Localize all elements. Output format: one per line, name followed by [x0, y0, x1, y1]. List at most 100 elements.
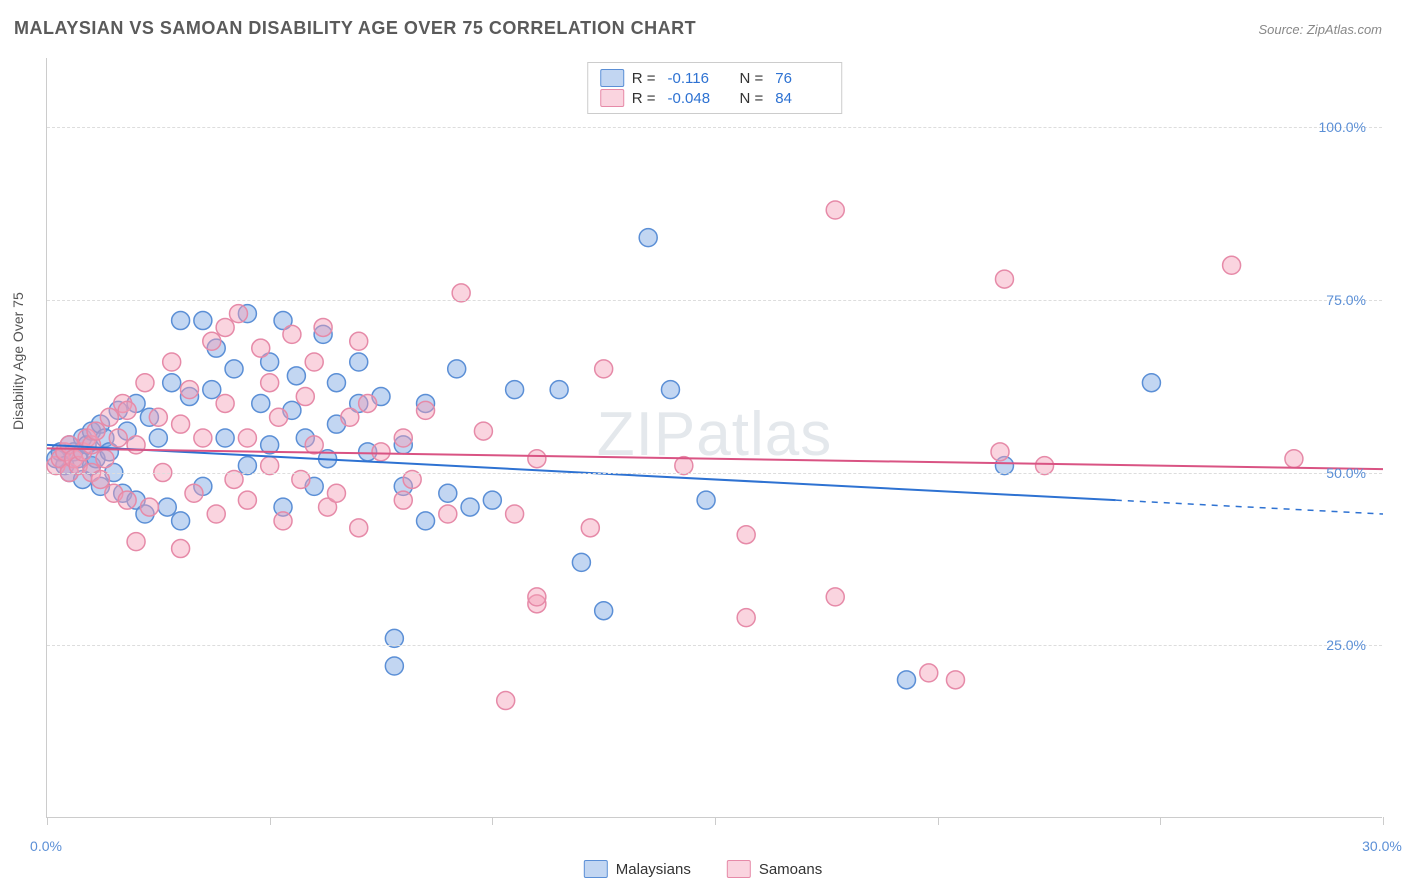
data-point-samoans	[96, 450, 114, 468]
data-point-malaysians	[158, 498, 176, 516]
data-point-samoans	[350, 519, 368, 537]
data-point-malaysians	[350, 353, 368, 371]
data-point-malaysians	[225, 360, 243, 378]
data-point-samoans	[946, 671, 964, 689]
grid-line	[47, 473, 1382, 474]
data-point-samoans	[100, 408, 118, 426]
bottom-legend-malaysians: Malaysians	[584, 860, 691, 878]
data-point-malaysians	[506, 381, 524, 399]
data-point-samoans	[826, 201, 844, 219]
data-point-malaysians	[639, 229, 657, 247]
data-point-samoans	[296, 388, 314, 406]
data-point-malaysians	[252, 394, 270, 412]
data-point-malaysians	[595, 602, 613, 620]
data-point-samoans	[439, 505, 457, 523]
y-tick-label: 100.0%	[1319, 119, 1366, 135]
data-point-malaysians	[661, 381, 679, 399]
data-point-malaysians	[194, 312, 212, 330]
data-point-samoans	[359, 394, 377, 412]
data-point-samoans	[172, 540, 190, 558]
data-point-samoans	[497, 692, 515, 710]
data-point-samoans	[595, 360, 613, 378]
data-point-samoans	[394, 429, 412, 447]
data-point-samoans	[581, 519, 599, 537]
bottom-legend: Malaysians Samoans	[584, 860, 822, 878]
r-value-samoans: -0.048	[668, 90, 722, 107]
data-point-malaysians	[172, 312, 190, 330]
legend-row-malaysians: R = -0.116 N = 76	[600, 69, 830, 87]
data-point-samoans	[207, 505, 225, 523]
grid-line	[47, 127, 1382, 128]
data-point-samoans	[87, 422, 105, 440]
data-point-samoans	[737, 609, 755, 627]
n-value-samoans: 84	[775, 90, 829, 107]
bottom-legend-samoans: Samoans	[727, 860, 822, 878]
data-point-malaysians	[448, 360, 466, 378]
x-tick	[270, 817, 271, 825]
correlation-chart: MALAYSIAN VS SAMOAN DISABILITY AGE OVER …	[0, 0, 1406, 892]
data-point-samoans	[216, 394, 234, 412]
data-point-samoans	[1285, 450, 1303, 468]
y-axis-label: Disability Age Over 75	[10, 292, 26, 430]
data-point-samoans	[283, 325, 301, 343]
data-point-samoans	[270, 408, 288, 426]
data-point-samoans	[163, 353, 181, 371]
data-point-samoans	[181, 381, 199, 399]
data-point-samoans	[826, 588, 844, 606]
data-point-samoans	[920, 664, 938, 682]
x-tick	[1160, 817, 1161, 825]
bottom-legend-label-malaysians: Malaysians	[616, 861, 691, 878]
grid-line	[47, 645, 1382, 646]
data-point-malaysians	[550, 381, 568, 399]
data-point-malaysians	[149, 429, 167, 447]
data-point-samoans	[127, 533, 145, 551]
data-point-samoans	[140, 498, 158, 516]
grid-line	[47, 300, 1382, 301]
data-point-malaysians	[461, 498, 479, 516]
data-point-samoans	[314, 318, 332, 336]
data-point-malaysians	[417, 512, 435, 530]
swatch-samoans	[600, 89, 624, 107]
data-point-samoans	[350, 332, 368, 350]
data-point-samoans	[1223, 256, 1241, 274]
data-point-samoans	[252, 339, 270, 357]
data-point-samoans	[474, 422, 492, 440]
y-tick-label: 50.0%	[1326, 465, 1366, 481]
data-point-samoans	[149, 408, 167, 426]
data-point-samoans	[229, 305, 247, 323]
data-point-samoans	[991, 443, 1009, 461]
data-point-samoans	[528, 450, 546, 468]
data-point-malaysians	[439, 484, 457, 502]
data-point-malaysians	[697, 491, 715, 509]
r-label: R =	[632, 90, 656, 107]
plot-svg	[47, 58, 1382, 817]
data-point-samoans	[394, 491, 412, 509]
data-point-samoans	[127, 436, 145, 454]
n-label: N =	[740, 90, 764, 107]
r-label: R =	[632, 70, 656, 87]
bottom-legend-label-samoans: Samoans	[759, 861, 822, 878]
data-point-samoans	[305, 436, 323, 454]
trend-line-dashed-malaysians	[1116, 500, 1383, 514]
data-point-samoans	[528, 588, 546, 606]
data-point-malaysians	[385, 657, 403, 675]
data-point-samoans	[506, 505, 524, 523]
x-tick	[938, 817, 939, 825]
swatch-malaysians-bottom	[584, 860, 608, 878]
data-point-samoans	[737, 526, 755, 544]
data-point-samoans	[109, 429, 127, 447]
data-point-samoans	[216, 318, 234, 336]
data-point-samoans	[995, 270, 1013, 288]
r-value-malaysians: -0.116	[668, 70, 722, 87]
data-point-malaysians	[327, 374, 345, 392]
data-point-malaysians	[572, 553, 590, 571]
data-point-malaysians	[287, 367, 305, 385]
stats-legend: R = -0.116 N = 76 R = -0.048 N = 84	[587, 62, 843, 114]
data-point-samoans	[172, 415, 190, 433]
swatch-samoans-bottom	[727, 860, 751, 878]
data-point-samoans	[238, 429, 256, 447]
data-point-malaysians	[483, 491, 501, 509]
data-point-malaysians	[1142, 374, 1160, 392]
n-value-malaysians: 76	[775, 70, 829, 87]
data-point-samoans	[261, 374, 279, 392]
